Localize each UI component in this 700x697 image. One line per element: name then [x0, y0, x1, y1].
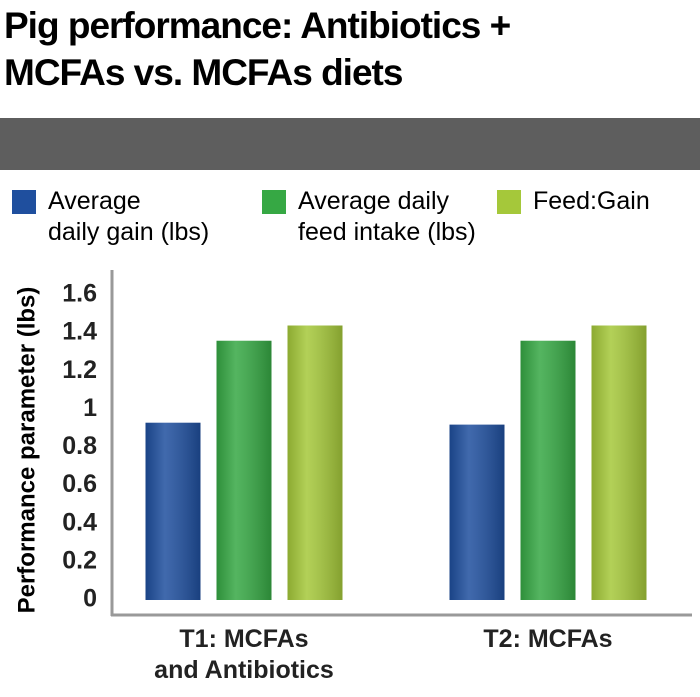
- header-band: [0, 118, 700, 170]
- bar-shade: [145, 422, 201, 600]
- legend-swatch: [12, 190, 36, 214]
- y-tick-label: 0.2: [62, 546, 97, 574]
- y-tick-label: 0: [83, 585, 97, 613]
- legend-label: Average daily feed intake (lbs): [298, 187, 476, 246]
- legend-swatch: [497, 190, 521, 214]
- x-tick-label: T2: MCFAs: [483, 625, 613, 653]
- y-tick-label: 0.4: [62, 508, 97, 536]
- y-tick-label: 0.8: [62, 432, 97, 460]
- y-tick-label: 0.6: [62, 470, 97, 498]
- legend-label: Average daily gain (lbs): [48, 187, 210, 246]
- legend-label: Feed:Gain: [533, 187, 650, 215]
- y-tick-label: 1.6: [62, 280, 97, 308]
- y-tick-label: 1.2: [62, 356, 97, 384]
- y-tick-label: 1.4: [62, 318, 97, 346]
- x-tick-label: T1: MCFAs and Antibiotics: [154, 625, 334, 684]
- bar-shade: [216, 340, 272, 600]
- bar-shade: [591, 325, 647, 600]
- legend-swatch: [262, 190, 286, 214]
- y-axis-label: Performance parameter (lbs): [13, 287, 40, 614]
- bar-shade: [520, 340, 576, 600]
- chart-title: Pig performance: Antibiotics + MCFAs vs.…: [4, 5, 511, 93]
- bar-shade: [287, 325, 343, 600]
- y-tick-label: 1: [83, 394, 97, 422]
- bar-shade: [449, 424, 505, 600]
